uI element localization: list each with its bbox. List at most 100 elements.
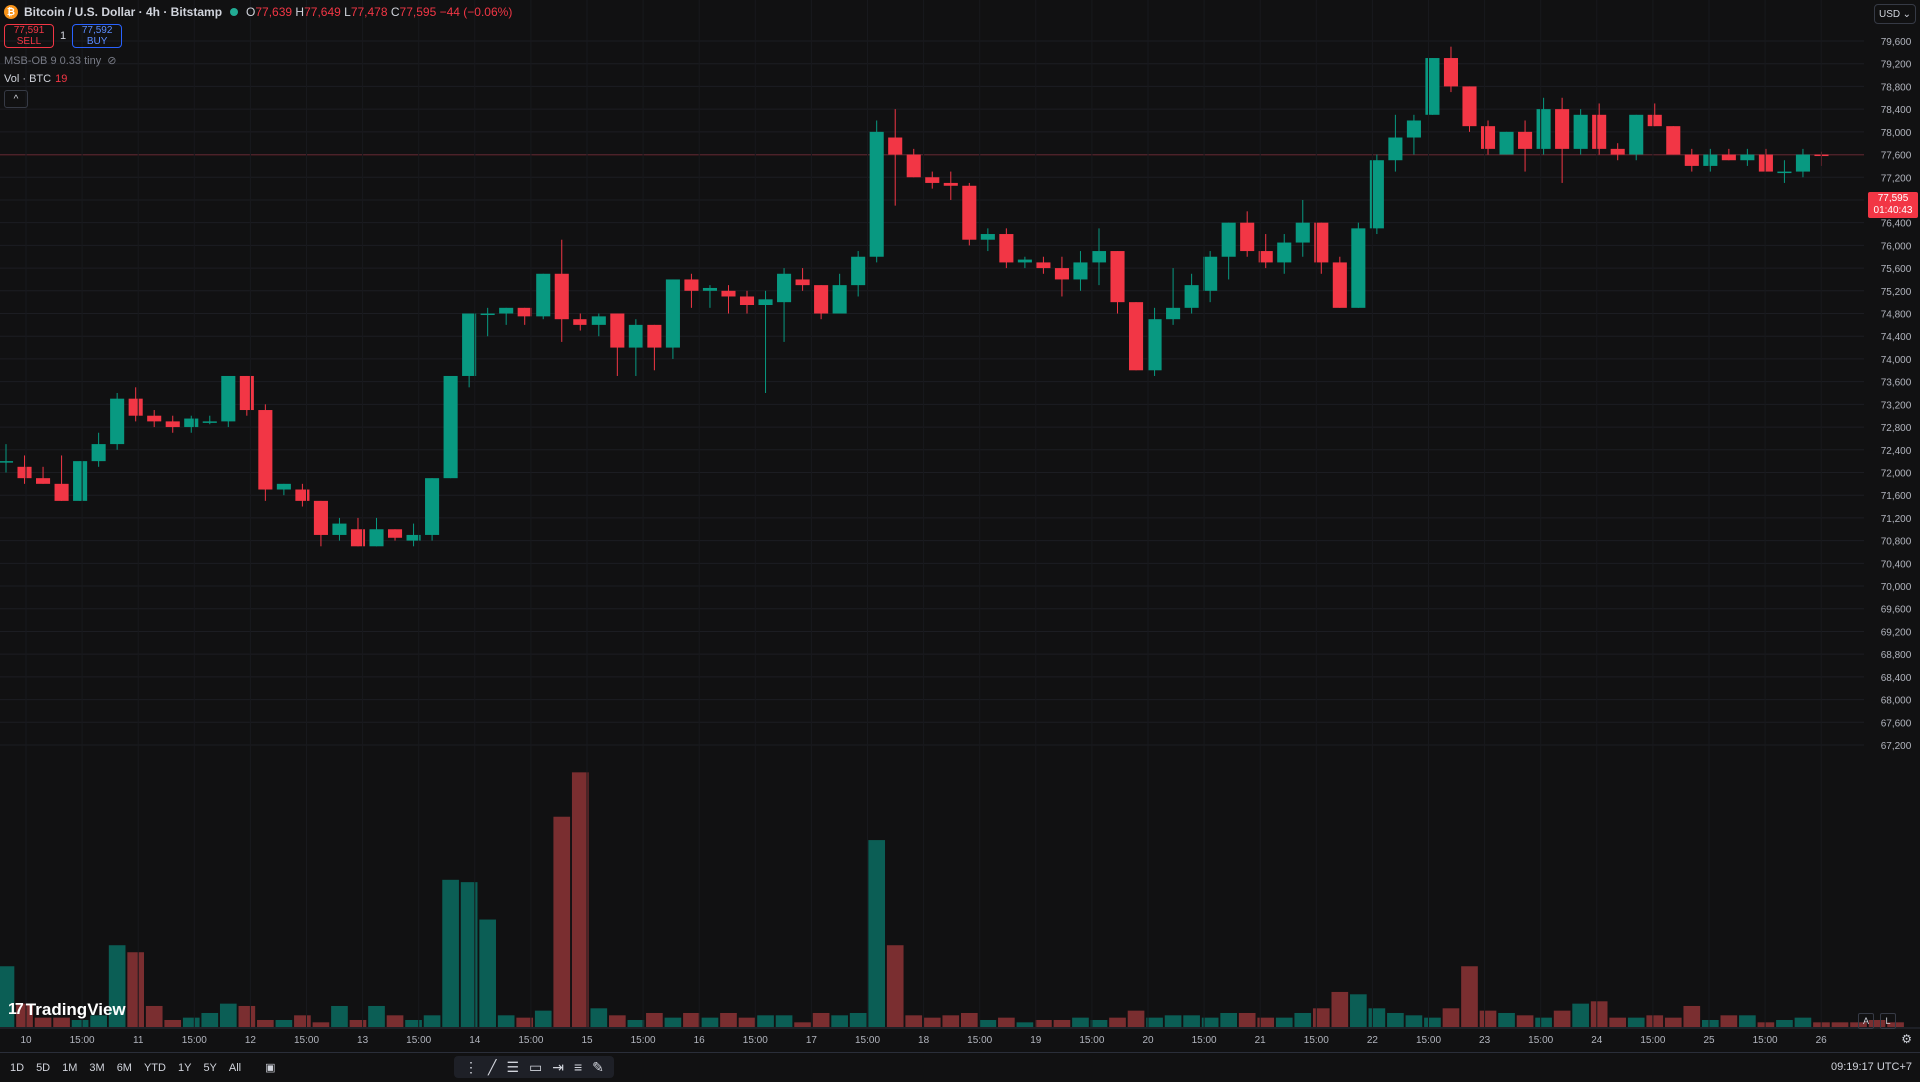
volume-bar [275,1019,293,1027]
hidden-eye-icon[interactable]: ⊘ [107,55,117,67]
x-tick-label: 15:00 [1640,1035,1665,1046]
volume-bar [812,1012,830,1027]
y-tick-label: 74,400 [1881,332,1912,343]
candle-body [1777,171,1792,174]
range-1y[interactable]: 1Y [177,1061,192,1074]
candle-body [128,398,143,416]
log-scale-toggle[interactable]: L [1880,1013,1896,1029]
candle-body [832,285,847,314]
candle-body [758,299,773,305]
candle-body [425,478,440,535]
volume-bar [71,1019,89,1027]
symbol-title[interactable]: Bitcoin / U.S. Dollar · 4h · Bitstamp [24,5,223,19]
sell-button[interactable]: 77,591 SELL [4,24,54,48]
trade-quantity[interactable]: 1 [60,30,67,42]
x-tick-label: 15:00 [70,1035,95,1046]
volume-bar [1350,994,1367,1027]
x-tick-label: 15:00 [1192,1035,1217,1046]
volume-bar [34,1017,52,1027]
currency-select[interactable]: USD ⌄ [1874,4,1916,24]
candle-body [739,296,755,305]
candle-body [591,316,606,325]
volume-bar [108,945,126,1027]
x-tick-label: 15:00 [294,1035,319,1046]
y-tick-label: 69,600 [1881,605,1912,616]
candle-body [387,529,403,538]
x-tick-label: 23 [1479,1035,1491,1046]
brush-icon[interactable]: ✎ [592,1058,604,1075]
candle-body [721,290,736,297]
volume-bar [998,1017,1015,1027]
candle-body [258,410,273,490]
x-tick-label: 15:00 [1753,1035,1778,1046]
candle-body [1203,256,1218,291]
tradingview-logo[interactable]: 17 TradingView [8,1000,126,1019]
buy-button[interactable]: 77,592 BUY [72,24,123,48]
volume-bar [1498,1012,1515,1027]
x-tick-label: 15:00 [182,1035,207,1046]
candle-body [1388,137,1403,161]
range-6m[interactable]: 6M [116,1061,132,1074]
date-ranges: 1D 5D 1M 3M 6M YTD 1Y 5Y All [4,1062,247,1074]
fib-retracement-icon[interactable]: ☰ [506,1058,519,1075]
range-all[interactable]: All [228,1061,242,1074]
candle-body [1536,109,1551,149]
candle-body [54,483,69,501]
forecast-icon[interactable]: ≡ [573,1059,583,1075]
collapse-legend-button[interactable]: ^ [4,90,28,108]
y-tick-label: 79,200 [1881,60,1912,71]
clock-timezone[interactable]: 09:19:17 UTC+7 [1830,1061,1912,1073]
candle-body [684,279,699,291]
volume-bar [497,1015,515,1027]
volume-bar [905,1015,923,1027]
candle-body [1332,262,1347,308]
settings-gear-icon[interactable]: ⚙ [1901,1032,1912,1046]
trend-line-icon[interactable]: ╱ [488,1058,497,1075]
range-5d[interactable]: 5D [36,1061,51,1074]
x-tick-label: 20 [1142,1035,1154,1046]
range-1m[interactable]: 1M [62,1061,78,1074]
x-tick-label: 15:00 [406,1035,431,1046]
rectangle-icon[interactable]: ▭ [529,1058,543,1075]
candle-body [499,307,514,314]
candle-body [1258,251,1273,263]
y-tick-label: 77,200 [1881,173,1912,184]
range-5y[interactable]: 5Y [203,1061,217,1074]
range-ytd[interactable]: YTD [143,1061,166,1074]
auto-scale-toggle[interactable]: A [1858,1013,1874,1029]
indicator-volume[interactable]: Vol · BTC 19 [4,73,68,85]
volume-bar [368,1005,385,1027]
volume-bar [1275,1017,1293,1027]
range-1d[interactable]: 1D [10,1061,25,1074]
y-tick-label: 67,600 [1881,718,1912,729]
volume-bar [1405,1015,1423,1027]
x-tick-label: 15:00 [1416,1035,1441,1046]
volume-bar [349,1019,367,1027]
volume-bar [1164,1015,1182,1027]
candle-body [110,398,125,445]
volume-bar [553,816,571,1027]
volume-bar [0,966,15,1027]
candle-body [647,324,662,348]
x-tick-label: 15:00 [967,1035,992,1046]
drag-handle-icon[interactable]: ⋮ [464,1058,478,1075]
y-tick-label: 78,800 [1881,82,1912,93]
y-tick-label: 70,000 [1881,582,1912,593]
volume-bar [1553,1010,1571,1027]
volume-bar [1683,1005,1701,1027]
range-3m[interactable]: 3M [89,1061,105,1074]
volume-bar [1757,1022,1775,1027]
x-tick-label: 13 [357,1035,369,1046]
volume-bar [201,1012,219,1027]
candle-body [1036,262,1051,269]
x-tick-label: 14 [469,1035,481,1046]
volume-bar [1016,1022,1034,1027]
long-position-icon[interactable]: ⇥ [552,1058,564,1075]
x-tick-label: 18 [918,1035,930,1046]
indicator-msb[interactable]: MSB-OB 9 0.33 tiny ⊘ [4,54,117,68]
x-tick-label: 15 [581,1035,593,1046]
candle-body [73,461,88,501]
go-to-date-calendar-icon[interactable]: ▣ [265,1062,276,1074]
volume-bar [90,1015,107,1027]
